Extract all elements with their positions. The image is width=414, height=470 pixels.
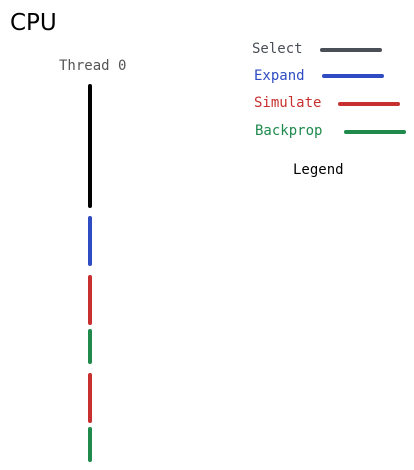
legend-title: Legend: [293, 162, 344, 178]
legend-label-expand: Expand: [254, 68, 305, 84]
diagram-title: CPU: [10, 10, 57, 36]
legend-label-simulate: Simulate: [254, 95, 322, 111]
legend-label-select: Select: [252, 41, 303, 57]
thread-label: Thread 0: [59, 58, 127, 74]
legend-label-backprop: Backprop: [255, 123, 323, 139]
